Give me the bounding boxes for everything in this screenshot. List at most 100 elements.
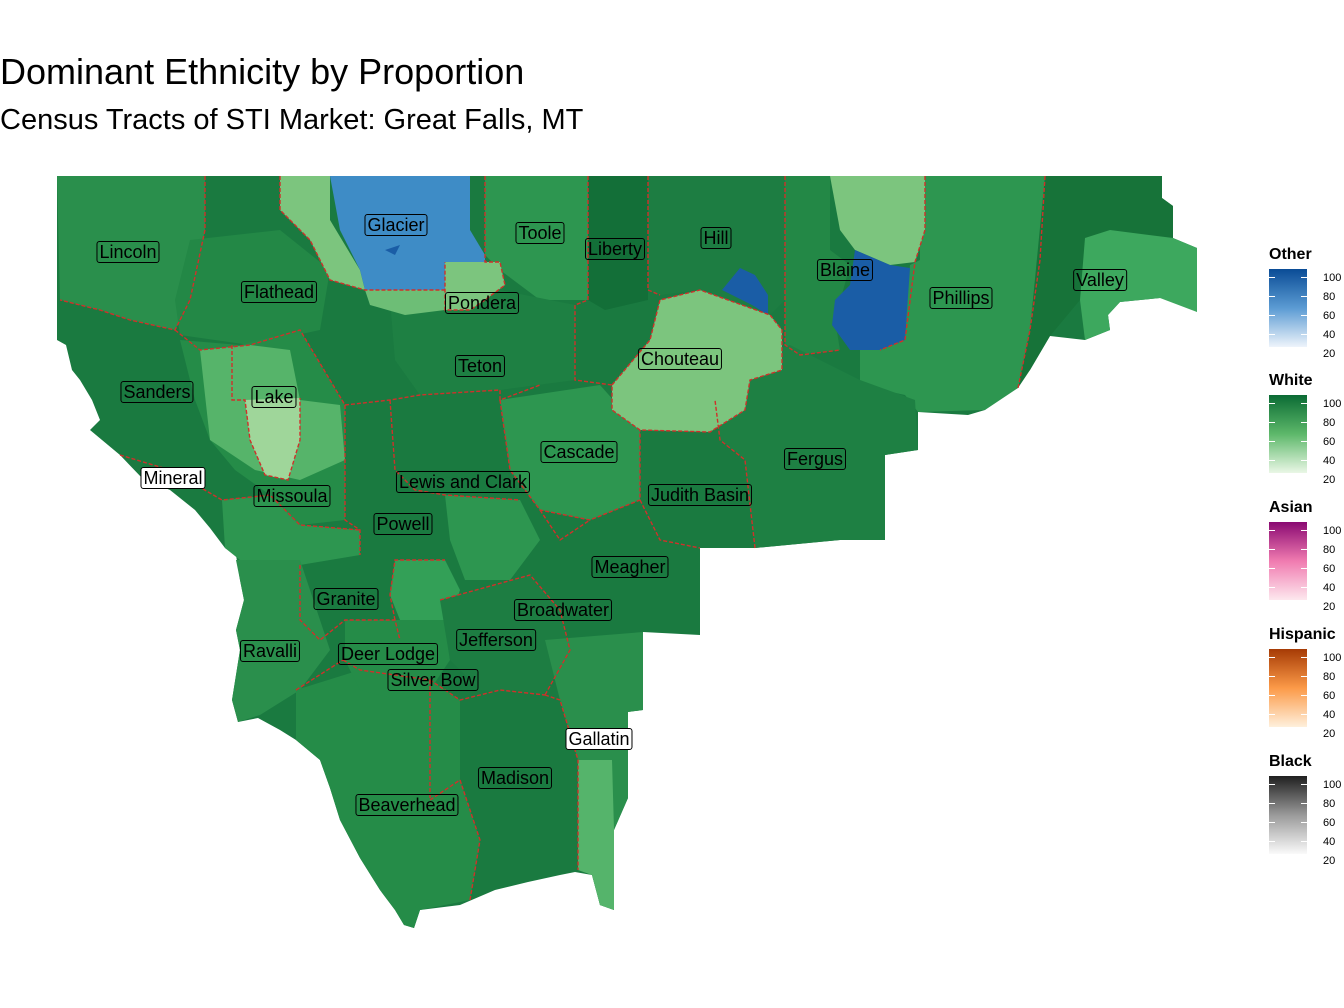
legend-tick bbox=[1269, 568, 1275, 569]
county-label-missoula: Missoula bbox=[253, 485, 331, 507]
tract-region bbox=[832, 250, 910, 350]
legend-tick bbox=[1269, 822, 1275, 823]
legend-tick bbox=[1269, 277, 1275, 278]
tract-region bbox=[722, 268, 768, 315]
tract-region bbox=[440, 575, 570, 695]
legend-label: 40 bbox=[1323, 836, 1336, 848]
tract-region bbox=[485, 176, 590, 300]
legend-tick bbox=[1301, 822, 1307, 823]
map-title: Dominant Ethnicity by Proportion bbox=[0, 51, 525, 92]
county-label-madison: Madison bbox=[477, 767, 553, 789]
county-label-chouteau: Chouteau bbox=[637, 348, 723, 370]
legend-tick bbox=[1269, 676, 1275, 677]
county-label-broadwater: Broadwater bbox=[513, 599, 613, 621]
tract-region bbox=[345, 620, 450, 700]
county-label-blaine: Blaine bbox=[816, 259, 874, 281]
county-label-beaverhead: Beaverhead bbox=[355, 794, 459, 816]
tract-region bbox=[385, 245, 400, 255]
legend-title: Other bbox=[1269, 246, 1312, 263]
legend-label: 100 bbox=[1323, 272, 1342, 284]
legend-label: 60 bbox=[1323, 310, 1336, 322]
legend-tick bbox=[1269, 334, 1275, 335]
tract-region bbox=[612, 290, 782, 432]
legend-color-bar bbox=[1269, 395, 1307, 473]
tract-region bbox=[445, 262, 505, 310]
legend-label: 20 bbox=[1323, 855, 1336, 867]
legend-tick bbox=[1269, 460, 1275, 461]
legend-label: 60 bbox=[1323, 817, 1336, 829]
legend-asian: Asian 100 80 60 40 20 bbox=[1269, 499, 1344, 613]
tract-region bbox=[57, 176, 205, 330]
legend-label: 20 bbox=[1323, 601, 1336, 613]
legend-other: Other 100 80 60 40 20 bbox=[1269, 246, 1344, 360]
tract-region bbox=[588, 176, 648, 310]
tract-region bbox=[578, 760, 614, 910]
legend-tick bbox=[1301, 695, 1307, 696]
tract-region bbox=[175, 230, 330, 345]
legend-tick bbox=[1301, 803, 1307, 804]
tract-region bbox=[280, 176, 365, 290]
tract-region bbox=[445, 495, 540, 580]
legend-label: 60 bbox=[1323, 436, 1336, 448]
legend-label: 60 bbox=[1323, 563, 1336, 575]
county-label-teton: Teton bbox=[454, 355, 506, 377]
legend-tick bbox=[1301, 277, 1307, 278]
legend-tick bbox=[1301, 441, 1307, 442]
legend-label: 20 bbox=[1323, 474, 1336, 486]
legend-tick bbox=[1269, 695, 1275, 696]
legend-label: 100 bbox=[1323, 398, 1342, 410]
legend-tick bbox=[1269, 296, 1275, 297]
county-label-valley: Valley bbox=[1073, 269, 1127, 291]
tract-region bbox=[232, 560, 330, 722]
legend-black: Black 100 80 60 40 20 bbox=[1269, 753, 1344, 867]
legend-label: 40 bbox=[1323, 582, 1336, 594]
legend-tick bbox=[1269, 587, 1275, 588]
legend-tick bbox=[1269, 784, 1275, 785]
county-label-lincoln: Lincoln bbox=[96, 241, 160, 263]
tract-region bbox=[860, 176, 1045, 412]
legend-label: 80 bbox=[1323, 544, 1336, 556]
legend-tick bbox=[1301, 315, 1307, 316]
legend-tick bbox=[1269, 549, 1275, 550]
county-label-lake: Lake bbox=[251, 386, 297, 408]
tract-region bbox=[390, 290, 575, 395]
tract-region bbox=[365, 290, 445, 315]
legend-label: 80 bbox=[1323, 417, 1336, 429]
county-label-sanders: Sanders bbox=[120, 381, 194, 403]
legend-label: 20 bbox=[1323, 728, 1336, 740]
county-label-powell: Powell bbox=[373, 513, 433, 535]
county-label-granite: Granite bbox=[313, 588, 379, 610]
county-label-flathead: Flathead bbox=[240, 281, 318, 303]
legend-title: Asian bbox=[1269, 499, 1313, 516]
county-label-judith-basin: Judith Basin bbox=[647, 484, 753, 506]
legend-white: White 100 80 60 40 20 bbox=[1269, 372, 1344, 486]
legend-tick bbox=[1269, 403, 1275, 404]
legend-tick bbox=[1301, 841, 1307, 842]
legend-title: Hispanic bbox=[1269, 626, 1336, 643]
legend-tick bbox=[1301, 714, 1307, 715]
legend-tick bbox=[1269, 841, 1275, 842]
legend-tick bbox=[1269, 422, 1275, 423]
choropleth-map bbox=[57, 175, 1197, 928]
tract-region bbox=[500, 385, 640, 520]
county-label-phillips: Phillips bbox=[929, 287, 993, 309]
legend-tick bbox=[1301, 403, 1307, 404]
tract-region bbox=[715, 345, 918, 548]
legend-color-bar bbox=[1269, 649, 1307, 727]
county-label-silver-bow: Silver Bow bbox=[387, 669, 479, 691]
legend-title: Black bbox=[1269, 753, 1312, 770]
tract-region bbox=[222, 495, 360, 565]
county-label-lewis-and-clark: Lewis and Clark bbox=[395, 471, 531, 493]
legend-label: 100 bbox=[1323, 652, 1342, 664]
county-label-fergus: Fergus bbox=[783, 448, 847, 470]
legend-tick bbox=[1301, 568, 1307, 569]
county-label-toole: Toole bbox=[515, 222, 565, 244]
legend-tick bbox=[1269, 657, 1275, 658]
legend-title: White bbox=[1269, 372, 1313, 389]
county-label-deer-lodge: Deer Lodge bbox=[337, 643, 439, 665]
legend-label: 100 bbox=[1323, 779, 1342, 791]
legend-label: 80 bbox=[1323, 671, 1336, 683]
legend-label: 100 bbox=[1323, 525, 1342, 537]
legend-tick bbox=[1301, 549, 1307, 550]
legend-tick bbox=[1301, 587, 1307, 588]
